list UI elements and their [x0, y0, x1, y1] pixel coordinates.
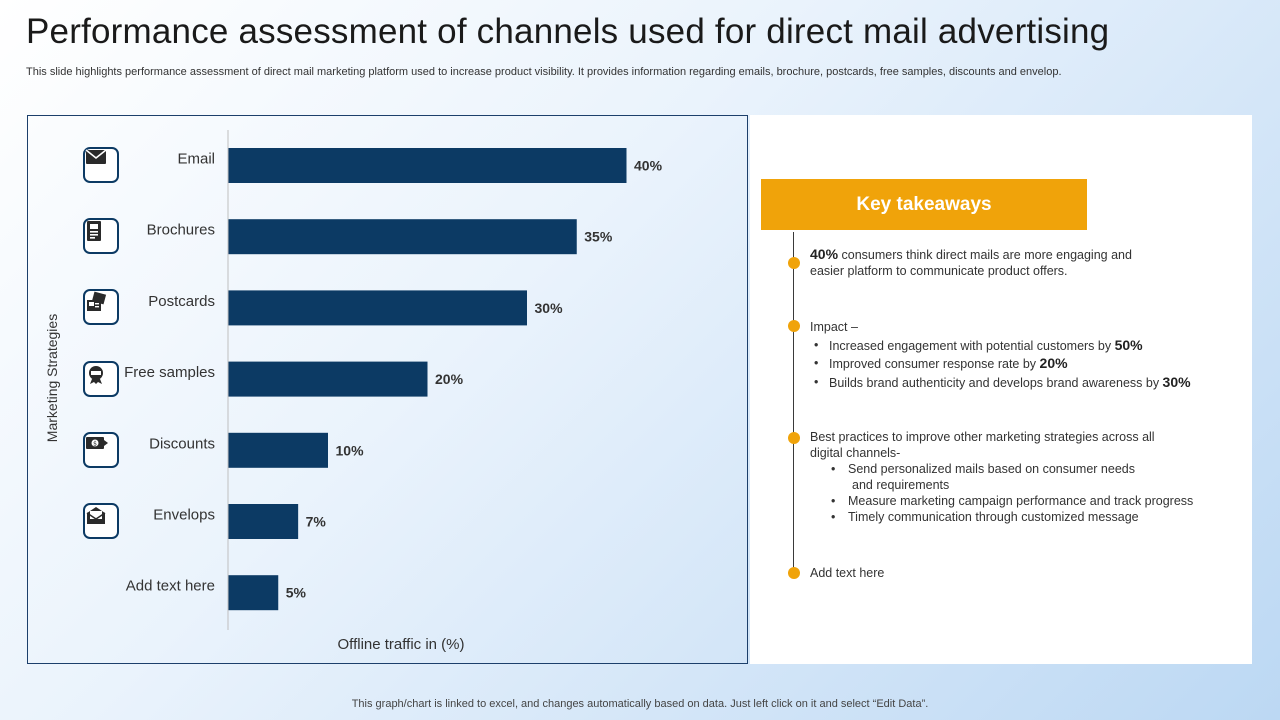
category-label: Postcards [148, 293, 215, 310]
takeaway-1-line1: consumers think direct mails are more en… [838, 248, 1132, 262]
category-label: Free samples [124, 364, 215, 381]
takeaway-2-bullet-1: Increased engagement with potential cust… [810, 337, 1191, 356]
category-label: Brochures [147, 222, 215, 239]
takeaway-3-bullet-3: Timely communication through customized … [810, 509, 1193, 525]
timeline-line [793, 232, 794, 574]
data-label: 10% [336, 442, 365, 458]
takeaway-2-heading: Impact – [810, 320, 858, 334]
takeaway-1-line2: easier platform to communicate product o… [810, 264, 1068, 278]
timeline-dot [788, 432, 800, 444]
category-label: Email [177, 151, 215, 168]
takeaway-3-bullet-1-cont: and requirements [852, 478, 950, 492]
timeline-dot [788, 257, 800, 269]
bar[interactable] [228, 290, 528, 326]
takeaway-2-bullet-3: Builds brand authenticity and develops b… [810, 374, 1191, 393]
takeaway-3-bullet-2: Measure marketing campaign performance a… [810, 493, 1193, 509]
page-title: Performance assessment of channels used … [26, 12, 1110, 51]
brochure-icon [83, 218, 119, 254]
takeaway-item-4[interactable]: Add text here [810, 566, 885, 580]
postcards-icon [83, 289, 119, 325]
bar[interactable] [228, 148, 627, 183]
takeaway-3-line2: digital channels- [810, 446, 901, 460]
svg-text:$: $ [93, 441, 97, 448]
footer-note: This graph/chart is linked to excel, and… [351, 698, 929, 710]
discount-icon: $ [83, 432, 119, 468]
timeline-dot [788, 567, 800, 579]
bar-chart-panel[interactable]: Email 40% Brochures 35% Postcards 30% Free sam… [27, 115, 748, 664]
data-label: 7% [306, 514, 327, 530]
y-axis-title: Marketing Strategies [44, 314, 60, 442]
bar[interactable] [228, 219, 577, 255]
takeaway-item-1: 40% consumers think direct mails are mor… [810, 246, 1132, 279]
key-takeaways-panel: Key takeaways 40% consumers think direct… [750, 115, 1252, 664]
category-label: Discounts [149, 435, 215, 452]
takeaway-2-bullet-2: Improved consumer response rate by 20% [810, 355, 1191, 374]
takeaway-3-line1: Best practices to improve other marketin… [810, 430, 1155, 444]
category-label: Add text here [126, 578, 215, 595]
bar-chart[interactable]: Email 40% Brochures 35% Postcards 30% Free sam… [28, 116, 749, 665]
data-label: 5% [286, 585, 307, 601]
takeaway-1-stat: 40% [810, 246, 839, 262]
data-label: 40% [634, 158, 663, 174]
free-sample-icon [83, 361, 119, 397]
bar[interactable] [228, 504, 299, 539]
page-subtitle: This slide highlights performance assess… [26, 66, 1062, 78]
x-axis-title: Offline traffic in (%) [338, 636, 465, 653]
data-label: 20% [435, 371, 464, 387]
takeaway-item-2: Impact – Increased engagement with poten… [810, 319, 1191, 392]
bar[interactable] [228, 432, 329, 468]
category-label: Envelops [153, 507, 215, 524]
mail-icon [83, 147, 119, 183]
bar[interactable] [228, 575, 279, 611]
data-label: 30% [535, 300, 564, 316]
key-takeaways-header: Key takeaways [761, 179, 1087, 230]
takeaway-item-3: Best practices to improve other marketin… [810, 429, 1193, 525]
bar[interactable] [228, 361, 428, 397]
timeline-dot [788, 320, 800, 332]
envelope-icon [83, 503, 119, 539]
takeaway-3-bullet-1: Send personalized mails based on consume… [810, 461, 1193, 477]
data-label: 35% [584, 229, 613, 245]
